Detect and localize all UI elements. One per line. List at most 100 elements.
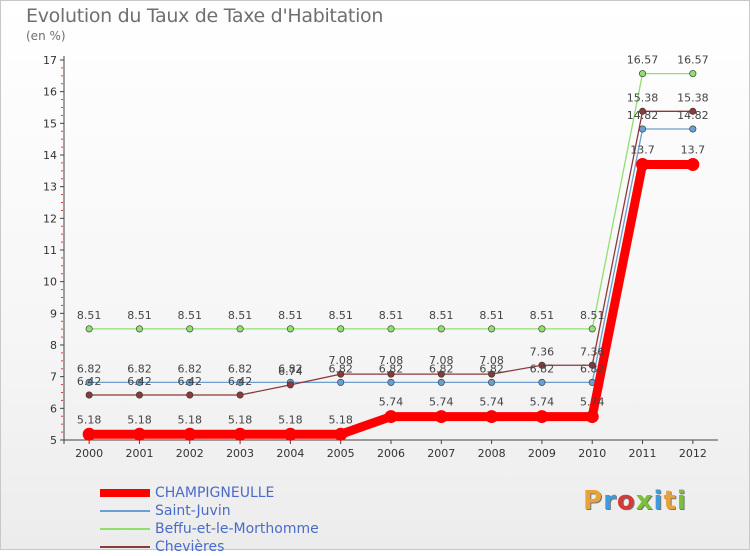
legend-label: CHAMPIGNEULLE <box>155 485 275 501</box>
x-tick-label: 2007 <box>427 447 455 460</box>
x-tick-label: 2000 <box>75 447 103 460</box>
data-point <box>639 70 647 78</box>
data-label: 5.18 <box>77 413 102 426</box>
data-point <box>135 391 143 399</box>
chart-subtitle: (en %) <box>26 29 66 43</box>
x-tick-label: 2011 <box>629 447 657 460</box>
data-point <box>183 427 197 441</box>
data-label: 15.38 <box>627 91 659 104</box>
data-point <box>488 370 496 378</box>
data-point <box>686 158 700 171</box>
logo-letter: P <box>583 486 604 516</box>
logo-letter: t <box>663 486 677 516</box>
x-tick-label: 2009 <box>528 447 556 460</box>
x-tick-label: 2002 <box>176 447 204 460</box>
data-point <box>639 125 647 133</box>
data-point <box>85 325 93 333</box>
data-label: 5.74 <box>379 396 404 409</box>
data-label: 6.82 <box>77 362 102 375</box>
data-point <box>286 325 294 333</box>
legend-label: Saint-Juvin <box>155 503 231 519</box>
chart-title: Evolution du Taux de Taxe d'Habitation <box>26 5 384 27</box>
data-point <box>384 410 398 424</box>
data-point <box>286 381 294 389</box>
data-point <box>387 378 395 386</box>
x-tick-label: 2001 <box>125 447 153 460</box>
data-label: 8.51 <box>328 309 353 322</box>
data-label: 6.82 <box>479 362 504 375</box>
y-tick-label: 5 <box>50 434 57 447</box>
data-point <box>387 370 395 378</box>
data-point <box>434 410 448 424</box>
y-tick-label: 7 <box>50 371 57 384</box>
data-label: 7.36 <box>580 345 605 358</box>
data-label: 6.42 <box>178 375 203 388</box>
data-label: 5.18 <box>127 413 152 426</box>
x-tick-label: 2012 <box>679 447 707 460</box>
data-point <box>437 370 445 378</box>
data-point <box>689 125 697 133</box>
data-label: 6.82 <box>429 362 454 375</box>
y-tick-label: 13 <box>43 181 57 194</box>
data-point <box>535 410 549 424</box>
y-tick-label: 11 <box>43 244 57 257</box>
data-label: 8.51 <box>580 309 605 322</box>
data-point <box>186 378 194 386</box>
data-label: 6.42 <box>77 375 102 388</box>
legend-swatch <box>100 528 150 530</box>
data-label: 5.74 <box>530 396 555 409</box>
y-tick-label: 9 <box>50 307 57 320</box>
data-point <box>337 325 345 333</box>
data-label: 6.82 <box>127 362 152 375</box>
data-label: 8.51 <box>278 309 303 322</box>
y-tick-label: 14 <box>43 149 57 162</box>
data-label: 8.51 <box>77 309 102 322</box>
data-point <box>337 370 345 378</box>
data-label: 6.82 <box>530 362 555 375</box>
data-label: 8.51 <box>479 309 504 322</box>
data-label: 6.82 <box>580 362 605 375</box>
y-tick-label: 10 <box>43 276 57 289</box>
data-label: 8.51 <box>127 309 152 322</box>
logo-letter: i <box>676 486 687 516</box>
data-point <box>85 378 93 386</box>
legend-swatch <box>100 489 150 497</box>
data-point <box>135 325 143 333</box>
data-label: 7.08 <box>328 354 353 367</box>
data-label: 6.82 <box>328 362 353 375</box>
legend-swatch <box>100 510 150 512</box>
data-label: 5.18 <box>228 413 253 426</box>
logo-letter: r <box>603 486 617 516</box>
data-point <box>488 378 496 386</box>
data-point <box>689 70 697 78</box>
data-label: 5.74 <box>479 396 504 409</box>
data-label: 6.82 <box>379 362 404 375</box>
data-point <box>85 391 93 399</box>
data-point <box>186 391 194 399</box>
data-point <box>639 107 647 115</box>
logo-letter: i <box>653 486 664 516</box>
data-label: 6.42 <box>127 375 152 388</box>
data-label: 5.74 <box>580 396 605 409</box>
data-point <box>283 427 297 441</box>
y-tick-label: 17 <box>43 54 57 67</box>
legend-swatch <box>100 546 150 548</box>
data-label: 16.57 <box>677 54 709 67</box>
data-point <box>186 325 194 333</box>
data-label: 8.51 <box>228 309 253 322</box>
data-label: 6.74 <box>278 365 303 378</box>
y-tick-label: 8 <box>50 339 57 352</box>
legend-label: Chevières <box>155 539 225 555</box>
legend-label: Beffu-et-le-Morthomme <box>155 521 319 537</box>
data-point <box>488 325 496 333</box>
data-label: 8.51 <box>429 309 454 322</box>
data-label: 5.18 <box>328 413 353 426</box>
data-point <box>132 427 146 441</box>
data-label: 8.51 <box>530 309 555 322</box>
data-label: 5.18 <box>278 413 303 426</box>
data-point <box>334 427 348 441</box>
data-label: 13.7 <box>630 144 655 157</box>
x-tick-label: 2008 <box>478 447 506 460</box>
y-tick-label: 16 <box>43 86 57 99</box>
